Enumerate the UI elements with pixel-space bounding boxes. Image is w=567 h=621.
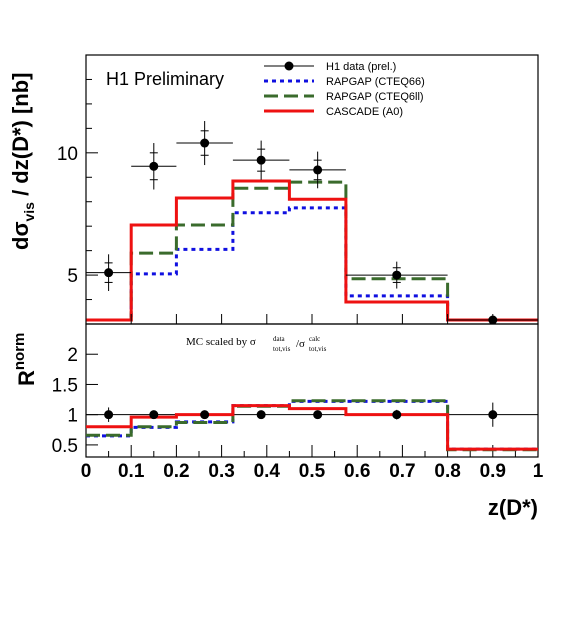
bottom-y-axis-title-main: R [14, 370, 39, 386]
bottom-y-axis-title: Rnorm [11, 333, 39, 386]
xtick-label-7: 0.7 [389, 461, 415, 482]
legend-label-data: H1 data (prel.) [326, 61, 396, 73]
xtick-label-1: 0.1 [118, 461, 145, 482]
bottom-data-point-1 [149, 410, 159, 420]
top-y-axis-title-sub: vis [21, 202, 37, 222]
bottom-data-point-5 [392, 410, 402, 420]
mc-note-sup-calc: calc [309, 335, 320, 343]
bottom-data-point-6 [488, 410, 498, 420]
top-data-point-2 [200, 138, 210, 148]
xtick-label-9: 0.9 [480, 461, 506, 482]
top-data-point-1 [149, 161, 159, 171]
bottom-ytick-label-2: 1.5 [52, 375, 78, 396]
bottom-marks [86, 399, 538, 452]
bottom-data-point-3 [256, 410, 266, 420]
legend-label-rapgap-cteq6ll: RAPGAP (CTEQ6ll) [326, 91, 424, 103]
legend-entry-cascade: CASCADE (A0) [264, 106, 403, 118]
bottom-data-point-0 [104, 410, 114, 420]
bottom-series-2-step [86, 404, 538, 451]
bottom-y-axis-title-sup: norm [11, 333, 28, 371]
xtick-label-2: 0.2 [163, 461, 189, 482]
xtick-label-4: 0.4 [254, 461, 281, 482]
legend-entry-rapgap-cteq6ll: RAPGAP (CTEQ6ll) [264, 91, 424, 103]
top-data-point-5 [392, 270, 402, 280]
top-data-point-0 [104, 268, 114, 278]
mc-note-sub-tot2: tot,vis [309, 345, 327, 353]
top-y-axis-title-main: dσ [8, 222, 33, 251]
legend-entry-rapgap-cteq66: RAPGAP (CTEQ66) [264, 76, 425, 88]
xtick-label-5: 0.5 [299, 461, 326, 482]
legend-data-marker [284, 61, 294, 71]
bottom-data-point-2 [200, 410, 210, 420]
mc-note-slash: /σ [296, 338, 305, 350]
xtick-label-6: 0.6 [344, 461, 370, 482]
mc-scaling-note: MC scaled by σ [186, 336, 256, 348]
top-series-2-step [86, 179, 538, 322]
bottom-ytick-label-3: 2 [67, 345, 78, 366]
top-series-0-step [86, 206, 538, 322]
top-ytick-label-0: 5 [67, 266, 78, 287]
x-axis: 0 0.1 0.2 0.3 0.4 0.5 0.6 0.7 0.8 0.9 1 [81, 314, 544, 482]
legend: H1 data (prel.) RAPGAP (CTEQ66) RAPGAP (… [264, 61, 425, 118]
legend-label-cascade: CASCADE (A0) [326, 106, 403, 118]
top-data-point-4 [313, 165, 323, 175]
top-y-axis: 5 10 [57, 78, 98, 301]
top-data-point-3 [256, 155, 266, 165]
bottom-panel: 0.5 1 1.5 2 0 0.1 0.2 0.3 0.4 0.5 0.6 0.7 0.8 0.9 1 [52, 314, 544, 482]
xtick-label-3: 0.3 [208, 461, 234, 482]
bottom-data-point-4 [313, 410, 323, 420]
mc-scaling-note-formula: data tot,vis /σ calc tot,vis [273, 335, 327, 353]
mc-scaling-note-prefix: MC scaled by σ [186, 336, 256, 348]
xtick-label-10: 1 [533, 461, 544, 482]
top-marks [86, 121, 538, 325]
x-axis-title: z(D*) [488, 495, 538, 520]
xtick-label-0: 0 [81, 461, 92, 482]
bottom-ytick-label-1: 1 [67, 406, 78, 427]
top-y-axis-title: dσvis / dz(D*) [nb] [8, 73, 37, 251]
bottom-y-axis: 0.5 1 1.5 2 [52, 345, 98, 457]
legend-label-rapgap-cteq66: RAPGAP (CTEQ66) [326, 76, 425, 88]
annotation-label: H1 Preliminary [106, 69, 224, 89]
top-series-1-step [86, 180, 538, 322]
bottom-ytick-label-0: 0.5 [52, 436, 78, 457]
top-panel: 5 10 [57, 54, 539, 325]
xtick-label-8: 0.8 [434, 461, 460, 482]
legend-entry-data: H1 data (prel.) [264, 61, 396, 73]
top-y-axis-title-rest: / dz(D*) [nb] [8, 73, 33, 203]
top-ytick-label-1: 10 [57, 144, 78, 165]
mc-note-sup-data: data [273, 335, 286, 343]
mc-note-sub-tot: tot,vis [273, 345, 291, 353]
